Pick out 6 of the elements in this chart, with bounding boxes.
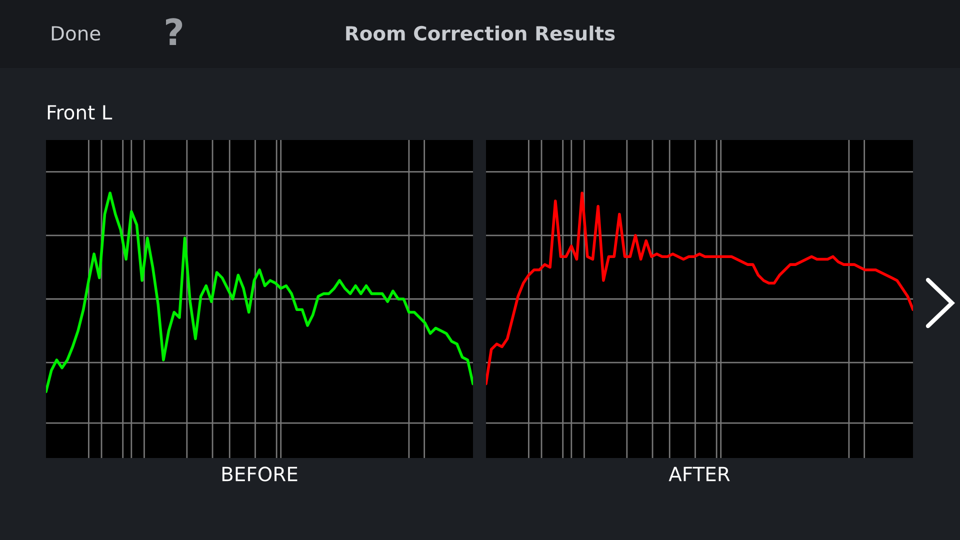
chart-title: Room Correction Results <box>346 26 615 41</box>
text: ? <box>166 18 182 45</box>
x-axis-title: AFTER <box>668 466 730 482</box>
x-axis-title: BEFORE <box>222 466 298 482</box>
text: Done <box>52 26 100 41</box>
chart-subtitle: Front L <box>48 105 112 120</box>
